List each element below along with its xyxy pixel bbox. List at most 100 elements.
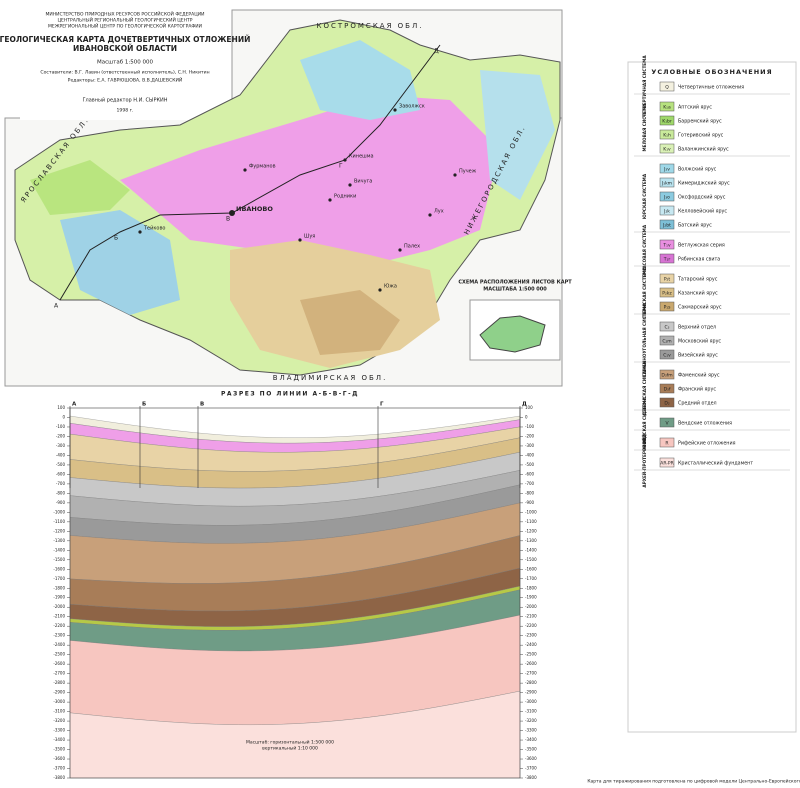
city-label: Палех <box>404 244 420 250</box>
section-scale: Масштаб: горизонтальный 1:500 000 <box>246 739 334 746</box>
depth-label: -600 <box>525 471 535 476</box>
index-map-title: МАСШТАБА 1:500 000 <box>483 287 547 293</box>
legend-swatch <box>659 397 675 408</box>
depth-label: -2300 <box>53 633 65 638</box>
city-label: Лух <box>434 209 444 215</box>
depth-label: -1500 <box>53 557 65 562</box>
depth-label: -1500 <box>525 557 537 562</box>
section-point: Д <box>522 402 527 408</box>
depth-label: -800 <box>525 490 535 495</box>
index-map-region <box>479 315 546 353</box>
depth-label: -2100 <box>53 614 65 619</box>
map-title: ГЕОЛОГИЧЕСКАЯ КАРТА ДОЧЕТВЕРТИЧНЫХ ОТЛОЖ… <box>0 35 250 44</box>
depth-label: -2900 <box>525 690 537 695</box>
legend-code: J₃v <box>663 167 670 173</box>
legend-swatch <box>659 115 675 126</box>
city-marker <box>378 288 382 292</box>
depth-label: -2500 <box>53 652 65 657</box>
depth-label: -700 <box>525 481 535 486</box>
city-label: Шуя <box>304 234 315 240</box>
region-label: ВЛАДИМИРСКАЯ ОБЛ. <box>273 374 388 382</box>
legend-text: Средний отдел <box>678 400 717 407</box>
legend-code: P₂kz <box>662 291 672 297</box>
legend-group: ТРИАСОВАЯ СИСТЕМА <box>642 224 647 278</box>
city-marker <box>348 183 352 187</box>
depth-label: -2900 <box>53 690 65 695</box>
section-point: Г <box>380 402 384 408</box>
legend-code: K₁br <box>662 119 672 125</box>
depth-label: -3000 <box>53 699 65 704</box>
geology-unit <box>300 40 420 120</box>
legend-text: Оксфордский ярус <box>678 194 726 201</box>
legend-code: C₁v <box>663 353 671 359</box>
depth-label: -400 <box>56 452 66 457</box>
city-label: Южа <box>384 284 397 290</box>
depth-label: 0 <box>62 414 65 419</box>
legend-frame <box>627 61 797 733</box>
depth-label: -2400 <box>525 642 537 647</box>
legend-swatch <box>659 301 675 312</box>
legend-text: Аптский ярус <box>678 104 712 111</box>
section-point: А <box>72 402 77 408</box>
depth-label: -1200 <box>53 528 65 533</box>
legend-swatch <box>659 287 675 298</box>
legend-swatch <box>659 205 675 216</box>
geology-unit <box>300 290 400 355</box>
depth-label: -2000 <box>53 604 65 609</box>
legend-swatch <box>659 163 675 174</box>
legend-swatch <box>659 437 675 448</box>
depth-label: -1700 <box>53 576 65 581</box>
compilers: Составители: В.Г. Лавин (ответственный и… <box>40 69 209 76</box>
depth-label: -1400 <box>53 547 65 552</box>
depth-label: -1600 <box>53 566 65 571</box>
city-marker <box>453 173 457 177</box>
depth-label: -1000 <box>525 509 537 514</box>
section-title: РАЗРЕЗ ПО ЛИНИИ А-Б-В-Г-Д <box>221 391 359 398</box>
legend-code: K₁a <box>663 105 671 111</box>
depth-label: -400 <box>525 452 535 457</box>
depth-label: -2800 <box>53 680 65 685</box>
depth-label: -800 <box>56 490 66 495</box>
city-marker <box>328 198 332 202</box>
depth-label: -1100 <box>525 519 537 524</box>
legend-code: Q <box>665 85 669 91</box>
region-label: КОСТРОМСКАЯ ОБЛ. <box>317 22 424 30</box>
legend-text: Кимериджский ярус <box>678 180 730 187</box>
legend-text: Готеривский ярус <box>678 132 724 139</box>
depth-label: -2700 <box>525 671 537 676</box>
depth-label: -3100 <box>525 709 537 714</box>
legend-group: МЕЛОВАЯ СИСТЕМА <box>642 103 647 152</box>
depth-label: -1800 <box>525 585 537 590</box>
year: 1998 г. <box>116 108 133 114</box>
map-scale: Масштаб 1:500 000 <box>97 60 153 66</box>
depth-label: -3800 <box>53 775 65 780</box>
section-point: В <box>226 216 230 223</box>
depth-label: -1900 <box>525 595 537 600</box>
city-marker <box>243 168 247 172</box>
legend-group: ДЕВОНСКАЯ СИСТЕМА <box>642 361 647 416</box>
legend-code: C₃ <box>665 325 670 331</box>
depth-label: -900 <box>56 500 66 505</box>
legend-code: R <box>665 441 668 447</box>
depth-label: -300 <box>525 443 535 448</box>
depth-label: -2000 <box>525 604 537 609</box>
legend-code: J₃o <box>663 195 670 201</box>
legend-text: Вендские отложения <box>678 421 732 427</box>
legend-title: УСЛОВНЫЕ ОБОЗНАЧЕНИЯ <box>651 68 772 76</box>
legend-group: РИФЕЙ <box>642 433 647 451</box>
depth-label: -2600 <box>525 661 537 666</box>
map-title: ИВАНОВСКОЙ ОБЛАСТИ <box>73 44 177 53</box>
depth-label: -3500 <box>525 747 537 752</box>
depth-label: -3100 <box>53 709 65 714</box>
legend-code: V <box>665 421 669 427</box>
legend-text: Визейский ярус <box>678 352 718 359</box>
depth-label: -2700 <box>53 671 65 676</box>
depth-label: -200 <box>525 433 535 438</box>
geology-unit <box>60 210 180 315</box>
depth-label: -1300 <box>525 538 537 543</box>
legend-text: Волжский ярус <box>678 166 717 173</box>
depth-label: -200 <box>56 433 66 438</box>
city-label: Фурманов <box>249 164 276 170</box>
legend-code: K₁v <box>663 147 671 153</box>
